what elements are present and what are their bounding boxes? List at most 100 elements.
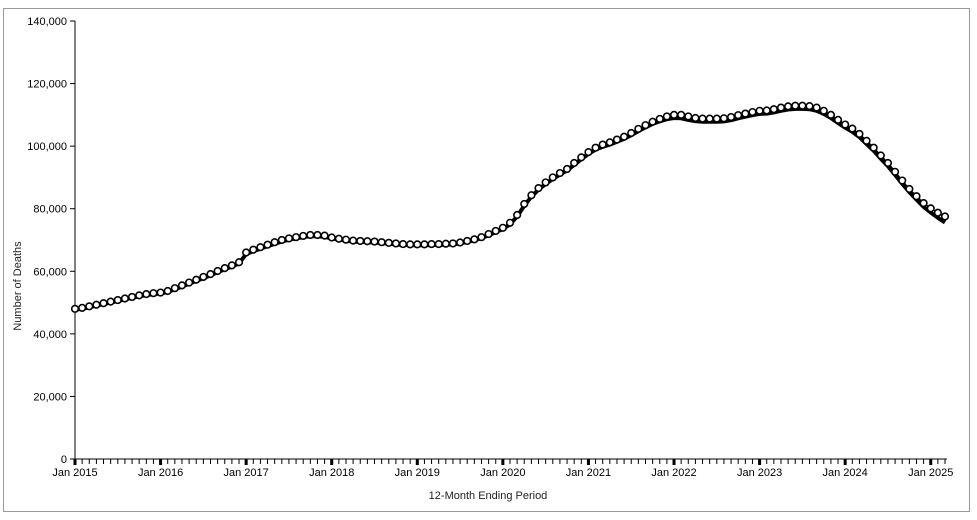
data-point[interactable] (677, 110, 686, 119)
data-point[interactable] (591, 143, 600, 152)
data-point[interactable] (142, 290, 151, 299)
data-point[interactable] (398, 239, 408, 249)
data-point[interactable] (527, 191, 536, 200)
data-point[interactable] (256, 243, 265, 252)
data-point[interactable] (541, 178, 550, 187)
data-point[interactable] (826, 110, 836, 119)
data-point[interactable] (470, 235, 479, 244)
data-point[interactable] (562, 164, 572, 174)
data-point[interactable] (413, 240, 422, 249)
data-point[interactable] (691, 113, 700, 123)
data-point[interactable] (940, 212, 950, 221)
data-point[interactable] (306, 230, 315, 240)
data-point[interactable] (705, 114, 714, 123)
data-point[interactable] (170, 284, 179, 293)
data-point[interactable] (391, 239, 401, 248)
data-point[interactable] (356, 236, 365, 246)
data-point[interactable] (577, 153, 586, 162)
data-point[interactable] (862, 136, 871, 145)
data-point[interactable] (584, 147, 593, 157)
data-point[interactable] (135, 291, 144, 300)
data-point[interactable] (598, 140, 607, 149)
data-point[interactable] (869, 143, 878, 152)
data-point[interactable] (299, 231, 308, 241)
data-point[interactable] (441, 239, 450, 248)
data-point[interactable] (662, 112, 671, 121)
data-point[interactable] (192, 275, 201, 284)
data-point[interactable] (434, 239, 443, 249)
data-point[interactable] (513, 210, 522, 220)
data-point[interactable] (684, 112, 693, 121)
data-point[interactable] (127, 292, 137, 302)
data-point[interactable] (113, 295, 122, 305)
data-point[interactable] (477, 233, 486, 242)
data-point[interactable] (505, 218, 515, 227)
data-point[interactable] (833, 115, 843, 124)
data-point[interactable] (769, 105, 778, 114)
data-point[interactable] (184, 278, 194, 287)
data-point[interactable] (370, 237, 379, 246)
data-point[interactable] (270, 238, 279, 247)
data-point[interactable] (912, 192, 921, 201)
data-point[interactable] (291, 233, 301, 242)
data-point[interactable] (648, 117, 657, 126)
data-point[interactable] (905, 184, 914, 194)
data-point[interactable] (534, 183, 543, 193)
data-point[interactable] (341, 235, 351, 244)
data-point[interactable] (805, 101, 814, 111)
data-point[interactable] (327, 233, 336, 242)
data-point[interactable] (570, 158, 579, 168)
data-point[interactable] (627, 128, 636, 138)
data-point[interactable] (92, 300, 101, 309)
data-point[interactable] (712, 114, 721, 123)
data-point[interactable] (242, 248, 251, 257)
data-point[interactable] (498, 223, 507, 232)
data-point[interactable] (263, 240, 272, 249)
data-point[interactable] (641, 121, 650, 130)
data-point[interactable] (926, 204, 935, 213)
data-point[interactable] (455, 238, 465, 247)
data-point[interactable] (491, 226, 500, 236)
data-point[interactable] (819, 106, 828, 115)
data-point[interactable] (249, 245, 258, 254)
data-point[interactable] (883, 158, 893, 168)
data-point[interactable] (277, 235, 286, 245)
data-point[interactable] (876, 151, 885, 160)
data-point[interactable] (448, 239, 458, 248)
data-point[interactable] (776, 103, 786, 112)
data-point[interactable] (70, 304, 80, 313)
data-point[interactable] (619, 132, 629, 141)
data-point[interactable] (898, 176, 907, 185)
data-point[interactable] (206, 270, 215, 279)
data-point[interactable] (156, 288, 165, 297)
data-point[interactable] (933, 208, 942, 217)
data-point[interactable] (734, 111, 743, 120)
data-point[interactable] (349, 236, 358, 245)
data-point[interactable] (634, 124, 643, 134)
data-point[interactable] (848, 124, 857, 133)
data-point[interactable] (120, 294, 130, 303)
data-point[interactable] (555, 168, 565, 178)
data-point[interactable] (755, 106, 764, 115)
data-point[interactable] (363, 237, 372, 246)
data-point[interactable] (698, 114, 707, 123)
data-point[interactable] (234, 258, 244, 267)
data-point[interactable] (919, 198, 928, 208)
data-point[interactable] (726, 112, 736, 122)
data-point[interactable] (605, 138, 614, 147)
data-point[interactable] (384, 238, 393, 247)
data-point[interactable] (78, 303, 87, 312)
data-point[interactable] (463, 236, 472, 246)
data-point[interactable] (748, 107, 757, 117)
data-point[interactable] (320, 231, 329, 240)
data-point[interactable] (548, 173, 557, 182)
data-point[interactable] (612, 135, 622, 144)
data-point[interactable] (784, 102, 793, 111)
data-point[interactable] (798, 101, 807, 110)
data-point[interactable] (669, 110, 679, 119)
data-point[interactable] (177, 281, 187, 290)
data-point[interactable] (199, 272, 208, 282)
data-point[interactable] (149, 289, 158, 298)
data-point[interactable] (420, 240, 429, 249)
data-point[interactable] (85, 302, 94, 311)
